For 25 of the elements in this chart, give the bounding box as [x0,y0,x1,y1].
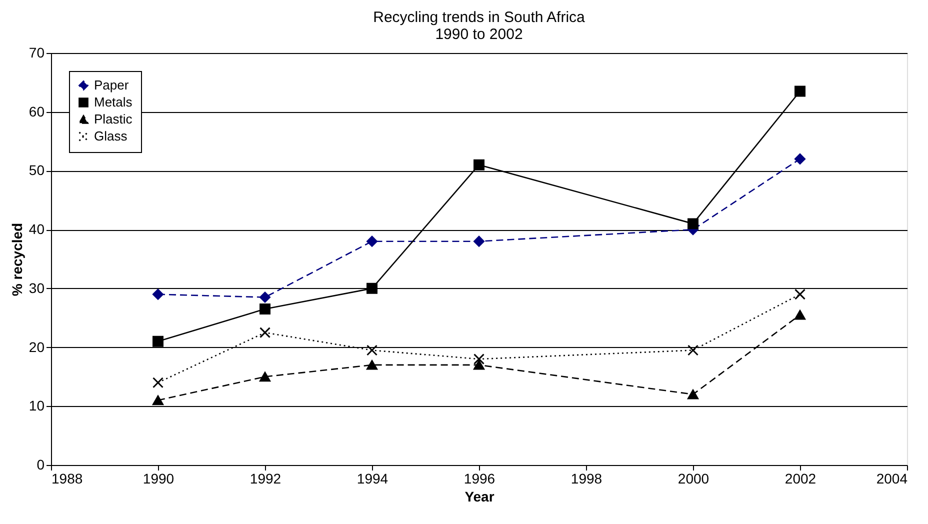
y-tick-label: 40 [28,221,45,238]
legend-label: Glass [94,128,128,144]
x-tick-label: 2002 [784,470,816,486]
y-axis-title: % recycled [8,222,25,296]
y-tick-label: 20 [28,338,45,355]
x-tick-label: 2000 [678,470,710,486]
chart-subtitle: 1990 to 2002 [435,26,523,43]
x-tick-label: 1998 [570,470,602,486]
y-tick-label: 70 [28,44,45,60]
chart-title: Recycling trends in South Africa [373,9,586,26]
x-tick-label: 1994 [356,470,388,486]
x-tick-label: 1990 [142,470,174,486]
legend-label: Metals [94,94,133,110]
y-tick-label: 50 [28,162,45,178]
x-tick-label: 2004 [876,470,908,486]
y-tick-label: 0 [36,456,45,472]
x-tick-label: 1996 [464,470,496,486]
x-axis-title: Year [464,488,495,504]
x-tick-label: 1992 [250,470,282,486]
legend-label: Plastic [94,112,133,126]
legend-label: Paper [94,78,130,92]
y-tick-label: 60 [28,103,45,120]
x-tick-label: 1988 [52,470,83,486]
y-tick-label: 30 [28,280,45,296]
y-tick-label: 10 [28,398,45,414]
